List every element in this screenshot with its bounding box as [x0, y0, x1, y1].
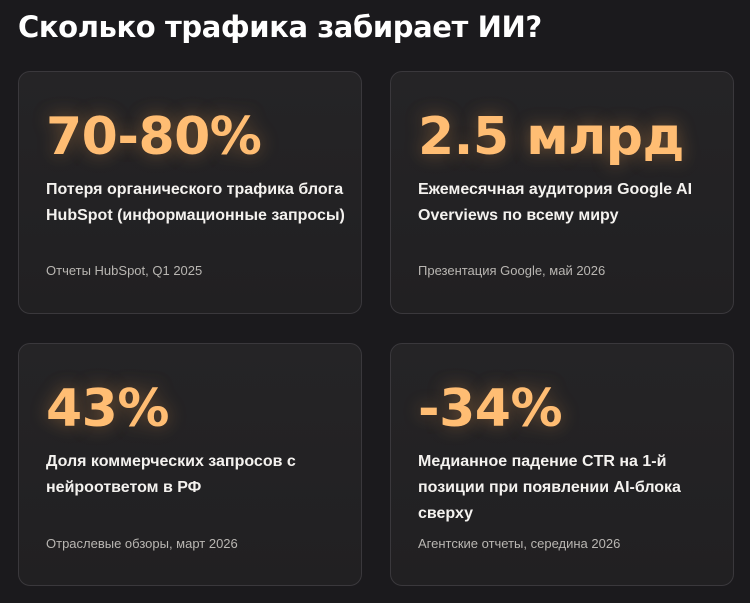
stat-description: Потеря органического трафика блога HubSp…	[46, 181, 345, 224]
stat-description: Медианное падение CTR на 1-й позиции при…	[418, 453, 681, 522]
stat-value: 43%	[46, 379, 169, 439]
stat-source: Презентация Google, май 2026	[418, 263, 606, 278]
stat-card-commercial-queries: 43% Доля коммерческих запросов с нейроот…	[18, 343, 362, 586]
page-title: Сколько трафика забирает ИИ?	[18, 10, 542, 44]
stat-source: Агентские отчеты, середина 2026	[418, 536, 621, 551]
stat-source: Отчеты HubSpot, Q1 2025	[46, 263, 203, 278]
stat-source: Отраслевые обзоры, март 2026	[46, 536, 238, 551]
stat-value: 2.5 млрд	[418, 107, 685, 167]
stat-card-hubspot: 70-80% Потеря органического трафика блог…	[18, 71, 362, 314]
stat-value: 70-80%	[46, 107, 262, 167]
stat-card-ctr-drop: -34% Медианное падение CTR на 1-й позици…	[390, 343, 734, 586]
stat-description: Доля коммерческих запросов с нейроответо…	[46, 453, 296, 496]
stat-description: Ежемесячная аудитория Google AI Overview…	[418, 181, 693, 224]
stat-card-google-ai-overviews: 2.5 млрд Ежемесячная аудитория Google AI…	[390, 71, 734, 314]
stat-value: -34%	[418, 379, 563, 439]
